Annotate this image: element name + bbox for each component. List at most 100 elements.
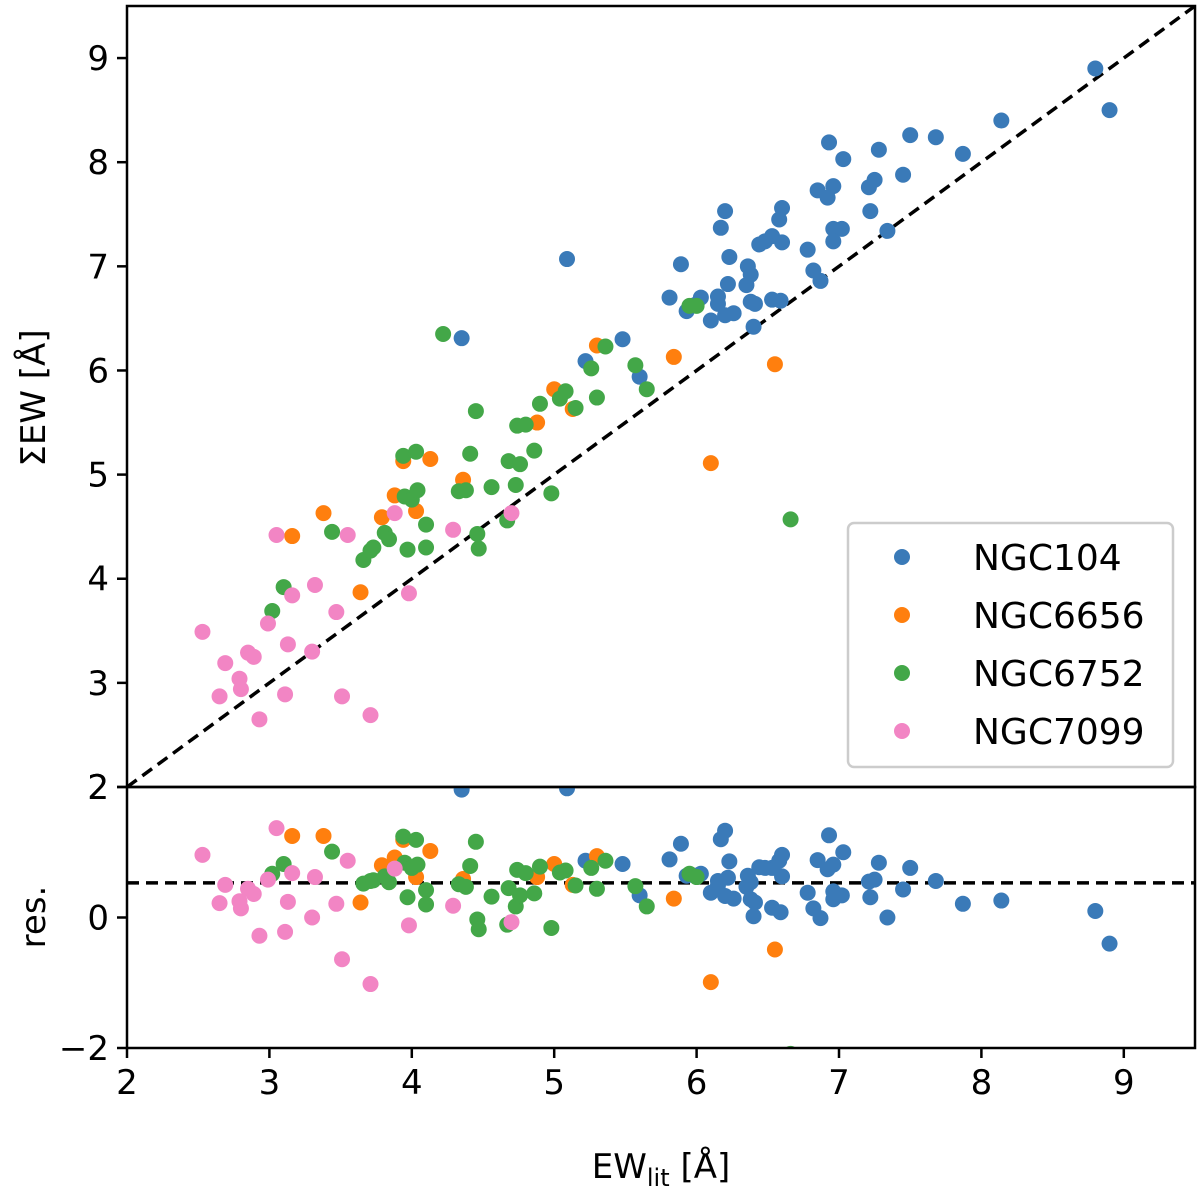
point-main-ngc6752-12 xyxy=(408,443,425,460)
point-main-ngc104-19 xyxy=(879,222,896,239)
point-main-ngc104-43 xyxy=(702,312,719,329)
point-res-ngc7099-11 xyxy=(279,893,296,910)
point-res-ngc6656-7 xyxy=(422,842,439,859)
point-res-ngc104-50 xyxy=(661,851,678,868)
x-tick-label-6: 6 xyxy=(686,1063,708,1103)
point-main-ngc6752-7 xyxy=(381,531,398,548)
point-main-ngc7099-20 xyxy=(400,585,417,602)
residual-y-tick-label-0: −2 xyxy=(59,1029,109,1069)
point-res-ngc7099-15 xyxy=(328,895,345,912)
x-axis-label: EWlit [Å] xyxy=(592,1146,730,1192)
point-main-ngc6752-30 xyxy=(526,442,543,459)
point-main-ngc104-42 xyxy=(709,295,726,312)
point-res-ngc6752-34 xyxy=(557,862,574,879)
point-res-ngc6752-28 xyxy=(512,887,529,904)
legend: NGC104 NGC6656 NGC6752 NGC7099 xyxy=(846,521,1175,769)
point-res-ngc7099-4 xyxy=(232,900,249,917)
point-main-ngc6656-3 xyxy=(373,509,390,526)
point-res-ngc104-2 xyxy=(993,892,1010,909)
point-res-ngc6752-29 xyxy=(517,865,534,882)
x-axis-label-main: EW xyxy=(592,1147,647,1187)
point-res-ngc104-39 xyxy=(721,853,738,870)
point-main-ngc104-39 xyxy=(721,248,738,265)
point-main-ngc6752-9 xyxy=(395,447,412,464)
point-main-ngc6656-1 xyxy=(315,505,332,522)
point-main-ngc104-36 xyxy=(745,318,762,335)
point-main-ngc104-13 xyxy=(821,134,838,151)
point-main-ngc6752-5 xyxy=(365,539,382,556)
point-main-ngc7099-4 xyxy=(232,681,249,698)
legend-label-ngc6656: NGC6656 xyxy=(973,596,1145,637)
legend-label-ngc6752: NGC6752 xyxy=(973,654,1145,695)
main-y-axis-label: ΣEW [Å] xyxy=(13,329,54,466)
point-main-ngc7099-8 xyxy=(259,615,276,632)
point-main-ngc104-20 xyxy=(799,241,816,258)
point-res-ngc6656-1 xyxy=(315,827,332,844)
point-main-ngc104-33 xyxy=(746,295,763,312)
legend-label-ngc104: NGC104 xyxy=(973,538,1122,579)
point-main-ngc6752-22 xyxy=(470,540,487,557)
point-main-ngc7099-14 xyxy=(306,576,323,593)
point-res-ngc7099-14 xyxy=(306,869,323,886)
point-main-ngc104-51 xyxy=(614,331,631,348)
main-marks xyxy=(127,6,1195,787)
point-main-ngc6656-7 xyxy=(422,450,439,467)
point-res-ngc7099-7 xyxy=(251,927,268,944)
point-main-ngc6656-13 xyxy=(665,348,682,365)
x-tick-label-8: 8 xyxy=(971,1063,993,1103)
legend-marker-ngc6656 xyxy=(894,607,910,623)
point-res-ngc6752-12 xyxy=(408,831,425,848)
point-res-ngc7099-18 xyxy=(362,976,379,993)
point-main-ngc104-7 xyxy=(870,141,887,158)
point-res-ngc104-45 xyxy=(725,890,742,907)
legend-marker-ngc6752 xyxy=(894,665,910,681)
point-res-ngc6752-25 xyxy=(500,880,517,897)
point-main-ngc7099-9 xyxy=(268,526,285,543)
legend-box xyxy=(846,521,1175,769)
point-main-ngc6752-31 xyxy=(531,395,548,412)
point-main-ngc7099-1 xyxy=(211,688,228,705)
point-res-ngc104-28 xyxy=(751,859,768,876)
residual-y-tick-label-1: 0 xyxy=(87,899,109,939)
point-res-ngc104-49 xyxy=(672,835,689,852)
point-main-ngc6752-29 xyxy=(517,416,534,433)
point-res-ngc104-9 xyxy=(860,873,877,890)
point-res-ngc7099-2 xyxy=(217,876,234,893)
point-main-ngc6752-15 xyxy=(418,539,435,556)
point-main-ngc104-11 xyxy=(835,151,852,168)
point-res-ngc7099-0 xyxy=(194,846,211,863)
point-main-ngc104-3 xyxy=(954,145,971,162)
point-main-ngc6752-36 xyxy=(583,360,600,377)
point-res-ngc6656-2 xyxy=(352,894,369,911)
point-res-ngc7099-9 xyxy=(268,820,285,837)
point-main-ngc6752-43 xyxy=(782,511,799,528)
point-res-ngc6656-0 xyxy=(284,827,301,844)
main-y-ticks: 2 3 4 5 6 7 8 9 xyxy=(87,39,127,808)
point-res-ngc104-3 xyxy=(954,895,971,912)
point-res-ngc7099-17 xyxy=(339,852,356,869)
point-res-ngc6752-32 xyxy=(543,919,560,936)
x-axis-label-space xyxy=(670,1147,681,1187)
point-main-ngc7099-15 xyxy=(328,604,345,621)
point-main-ngc7099-10 xyxy=(277,686,294,703)
legend-marker-ngc7099 xyxy=(894,723,910,739)
x-tick-label-4: 4 xyxy=(401,1063,423,1103)
point-main-ngc6752-23 xyxy=(483,479,500,496)
main-y-tick-label-9: 9 xyxy=(87,39,109,79)
point-main-ngc6656-2 xyxy=(352,584,369,601)
point-main-ngc6752-27 xyxy=(507,477,524,494)
point-main-ngc7099-21 xyxy=(445,521,462,538)
point-main-ngc104-24 xyxy=(771,211,788,228)
point-main-ngc104-15 xyxy=(819,189,836,206)
point-res-ngc104-6 xyxy=(895,881,912,898)
point-res-ngc7099-6 xyxy=(245,886,262,903)
point-res-ngc6752-15 xyxy=(418,896,435,913)
point-res-ngc104-51 xyxy=(614,855,631,872)
point-main-ngc104-37 xyxy=(717,203,734,220)
point-main-ngc7099-0 xyxy=(194,623,211,640)
point-res-ngc6752-22 xyxy=(470,921,487,938)
point-res-ngc6752-23 xyxy=(483,888,500,905)
point-res-ngc6656-15 xyxy=(766,941,783,958)
point-res-ngc104-15 xyxy=(819,861,836,878)
